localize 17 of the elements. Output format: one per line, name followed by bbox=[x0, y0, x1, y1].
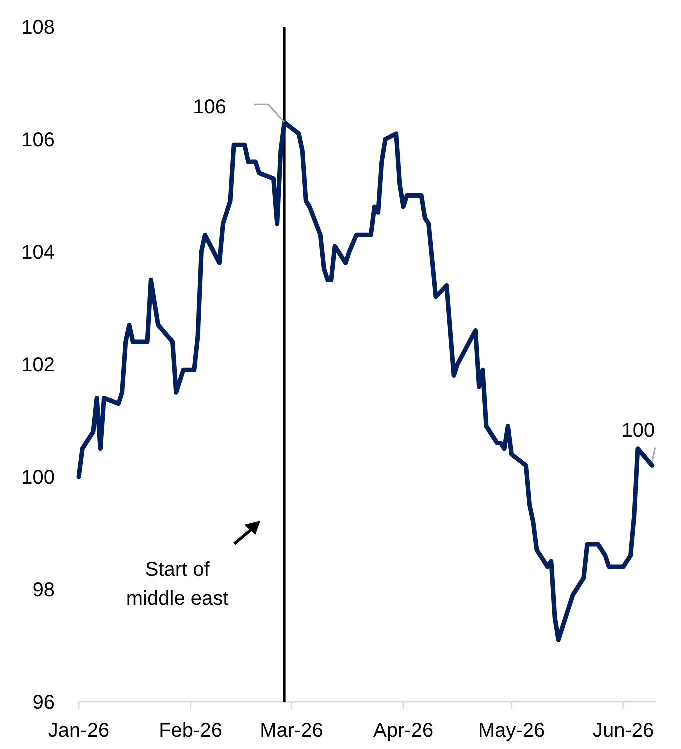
annotation: 100 bbox=[622, 420, 656, 442]
y-tick-label: 108 bbox=[22, 17, 55, 39]
x-tick-label: Apr-26 bbox=[374, 720, 434, 742]
x-tick-label: Mar-26 bbox=[260, 720, 324, 742]
y-tick-label: 102 bbox=[22, 354, 55, 376]
x-tick-label: Jan-26 bbox=[48, 720, 110, 742]
x-tick-label: Feb-26 bbox=[159, 720, 222, 742]
y-tick-label: 96 bbox=[32, 692, 55, 714]
line-series bbox=[76, 120, 655, 642]
y-tick-label: 104 bbox=[22, 242, 55, 264]
y-tick-label: 98 bbox=[32, 580, 55, 602]
annotation: 106 bbox=[193, 96, 227, 119]
x-tick-label: May-26 bbox=[478, 720, 546, 742]
x-tick-label: Jun-26 bbox=[592, 720, 654, 742]
y-tick-label: 106 bbox=[22, 130, 55, 152]
ref-line-label: Start of middle east bbox=[126, 559, 230, 610]
y-tick-label: 100 bbox=[22, 467, 55, 489]
